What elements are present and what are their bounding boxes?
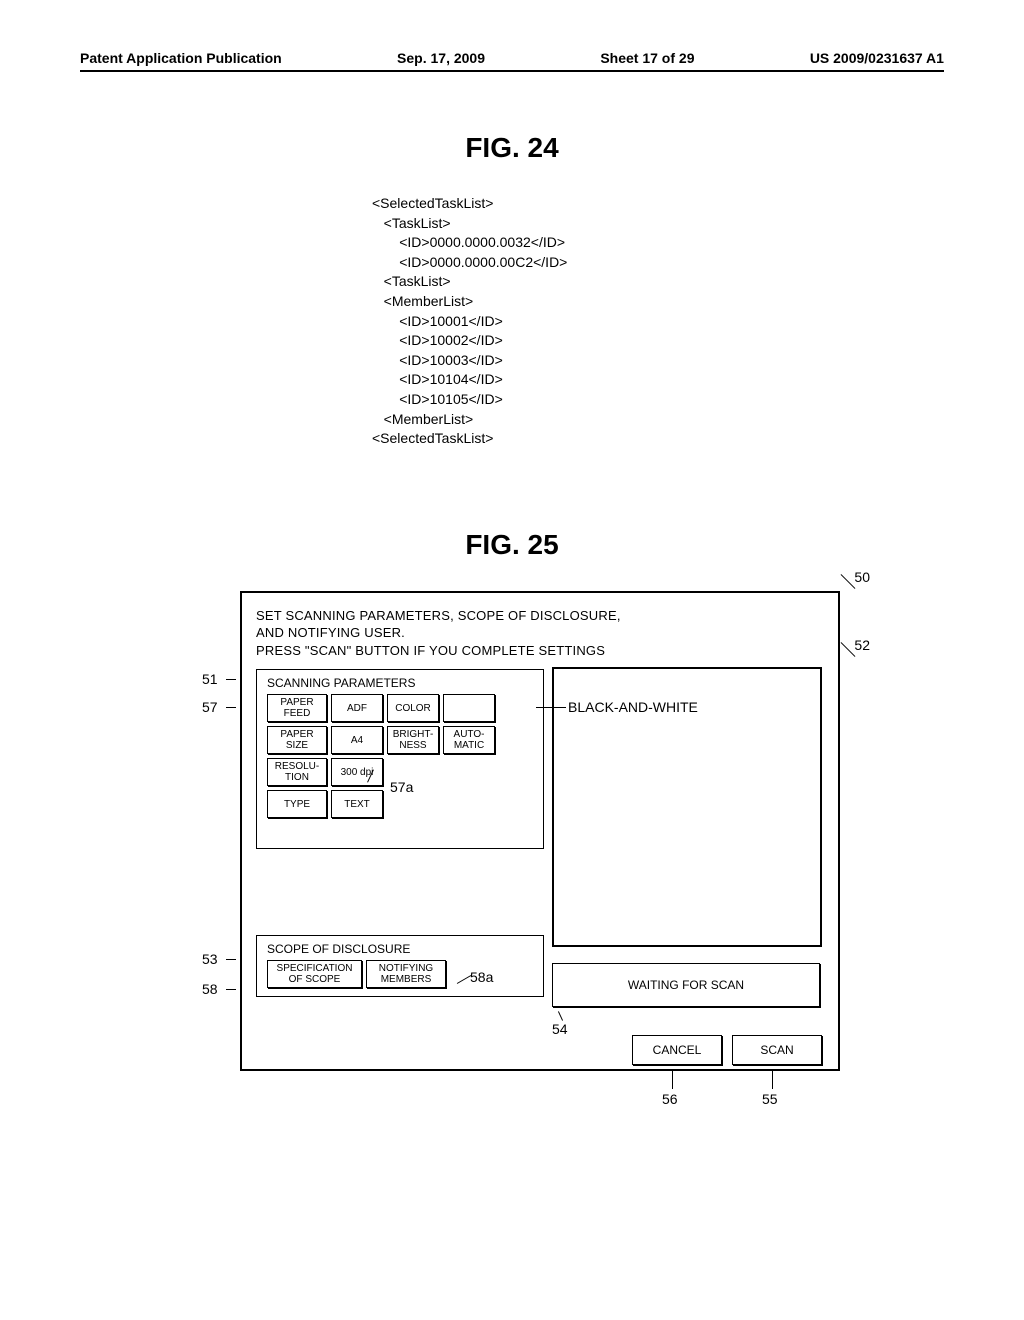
header-docnum: US 2009/0231637 A1 [810, 50, 944, 66]
callout-53: 53 [202, 951, 218, 967]
notifying-members-button[interactable]: NOTIFYING MEMBERS [366, 960, 446, 988]
row-paper-size: PAPER SIZE A4 BRIGHT-NESS AUTO-MATIC [267, 726, 533, 754]
instruction-line1: SET SCANNING PARAMETERS, SCOPE OF DISCLO… [256, 608, 621, 623]
scanning-parameters-title: SCANNING PARAMETERS [267, 676, 533, 690]
callout-56-line [672, 1069, 673, 1089]
header-date: Sep. 17, 2009 [397, 50, 485, 66]
automatic-button[interactable]: AUTO-MATIC [443, 726, 495, 754]
fig25-title: FIG. 25 [80, 529, 944, 561]
dpi-button[interactable]: 300 dpi [331, 758, 383, 786]
callout-57-line [226, 707, 236, 709]
scanning-parameters-box: SCANNING PARAMETERS PAPER FEED ADF COLOR… [256, 669, 544, 849]
row-paper-feed: PAPER FEED ADF COLOR [267, 694, 533, 722]
callout-58: 58 [202, 981, 218, 997]
fig25-wrapper: SET SCANNING PARAMETERS, SCOPE OF DISCLO… [240, 591, 840, 1071]
text-button[interactable]: TEXT [331, 790, 383, 818]
scope-title: SCOPE OF DISCLOSURE [267, 942, 533, 956]
callout-57a: 57a [390, 779, 413, 795]
callout-bw-line [536, 707, 566, 708]
callout-52-line [841, 642, 856, 657]
callout-51-line [226, 679, 236, 681]
callout-56: 56 [662, 1091, 678, 1107]
instruction-line3: PRESS "SCAN" BUTTON IF YOU COMPLETE SETT… [256, 643, 605, 658]
scope-box: SCOPE OF DISCLOSURE SPECIFICATION OF SCO… [256, 935, 544, 997]
color-button[interactable]: COLOR [387, 694, 439, 722]
callout-55: 55 [762, 1091, 778, 1107]
instruction-line2: AND NOTIFYING USER. [256, 625, 405, 640]
callout-53-line [226, 959, 236, 961]
page-header: Patent Application Publication Sep. 17, … [80, 50, 944, 72]
callout-52: 52 [854, 637, 870, 653]
paper-size-button[interactable]: PAPER SIZE [267, 726, 327, 754]
type-button[interactable]: TYPE [267, 790, 327, 818]
fig24-xml: <SelectedTaskList> <TaskList> <ID>0000.0… [372, 194, 652, 449]
a4-button[interactable]: A4 [331, 726, 383, 754]
fig25-panel: SET SCANNING PARAMETERS, SCOPE OF DISCLO… [240, 591, 840, 1071]
brightness-button[interactable]: BRIGHT-NESS [387, 726, 439, 754]
callout-bw-label: BLACK-AND-WHITE [568, 699, 698, 715]
callout-58-line [226, 989, 236, 991]
callout-51: 51 [202, 671, 218, 687]
header-sheet: Sheet 17 of 29 [600, 50, 694, 66]
scan-button[interactable]: SCAN [732, 1035, 822, 1065]
callout-55-line [772, 1069, 773, 1089]
specification-scope-button[interactable]: SPECIFICATION OF SCOPE [267, 960, 362, 988]
bw-button[interactable] [443, 694, 495, 722]
fig24-title: FIG. 24 [80, 132, 944, 164]
resolution-button[interactable]: RESOLU-TION [267, 758, 327, 786]
paper-feed-button[interactable]: PAPER FEED [267, 694, 327, 722]
callout-54: 54 [552, 1021, 568, 1037]
page: Patent Application Publication Sep. 17, … [0, 0, 1024, 1320]
instruction-text: SET SCANNING PARAMETERS, SCOPE OF DISCLO… [256, 607, 824, 660]
callout-58a: 58a [470, 969, 493, 985]
callout-50-line [841, 574, 856, 589]
adf-button[interactable]: ADF [331, 694, 383, 722]
callout-50: 50 [854, 569, 870, 585]
status-box: WAITING FOR SCAN [552, 963, 820, 1007]
callout-57: 57 [202, 699, 218, 715]
cancel-button[interactable]: CANCEL [632, 1035, 722, 1065]
header-publication: Patent Application Publication [80, 50, 282, 66]
